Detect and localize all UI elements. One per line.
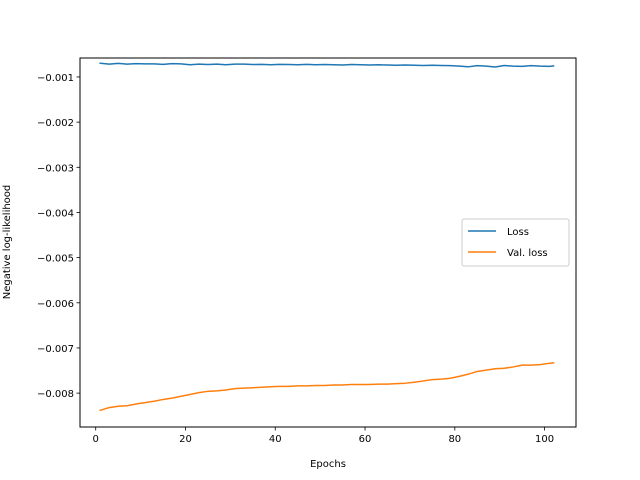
y-axis-label: Negative log-likelihood <box>2 185 13 300</box>
y-tick-label: −0.002 <box>37 118 74 129</box>
y-tick-label: −0.005 <box>37 254 74 265</box>
y-tick-label: −0.004 <box>37 208 74 219</box>
y-tick-label: −0.008 <box>37 389 74 400</box>
y-tick-label: −0.003 <box>37 163 74 174</box>
x-tick-label: 0 <box>93 434 99 445</box>
plot-frame <box>79 57 577 428</box>
x-tick-label: 20 <box>179 434 192 445</box>
y-axis: −0.001 −0.002 −0.003 −0.004 −0.005 −0.006 −0.0… <box>37 73 80 400</box>
series-line-1 <box>99 62 555 68</box>
y-tick-label: −0.006 <box>37 299 74 310</box>
x-tick-label: 40 <box>269 434 282 445</box>
legend-label-1: Loss <box>507 227 529 238</box>
series-layer <box>99 62 555 412</box>
legend-label-2: Val. loss <box>507 248 548 259</box>
legend: Loss Val. loss <box>461 218 570 267</box>
x-tick-label: 100 <box>535 434 554 445</box>
x-tick-label: 80 <box>448 434 461 445</box>
y-tick-label: −0.001 <box>37 73 74 84</box>
series-line-2 <box>99 362 555 412</box>
x-axis-label: Epochs <box>310 459 346 470</box>
x-tick-label: 60 <box>359 434 372 445</box>
y-tick-label: −0.007 <box>37 344 74 355</box>
x-axis: 0 20 40 60 80 100 <box>93 427 554 445</box>
